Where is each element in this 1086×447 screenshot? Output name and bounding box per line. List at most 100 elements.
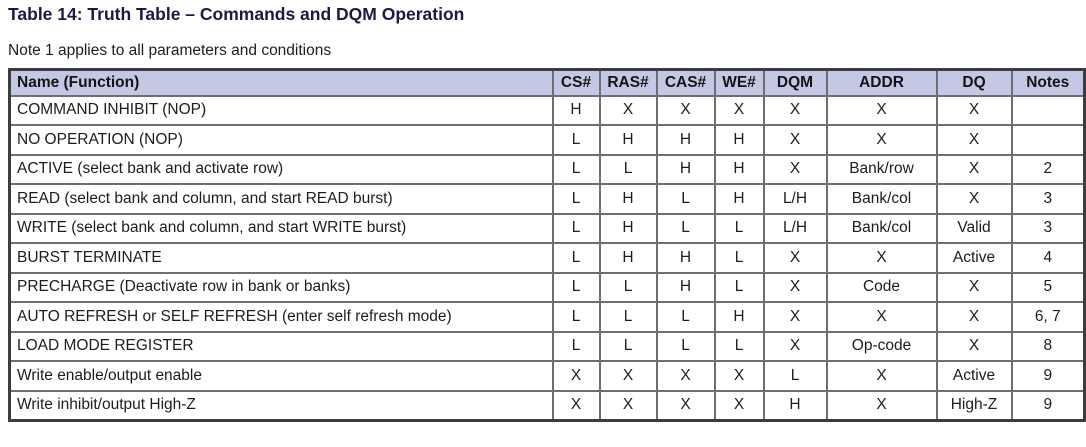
column-header: Notes [1010, 68, 1086, 97]
value-cell: H [762, 389, 828, 421]
value-cell: X [935, 183, 1013, 215]
table-row: WRITE (select bank and column, and start… [8, 212, 1086, 244]
value-cell: X [655, 360, 716, 392]
column-header: DQ [935, 68, 1013, 97]
value-cell: X [598, 389, 658, 421]
value-cell: X [655, 94, 716, 126]
table-row: BURST TERMINATE L H H L X X Active 4 [8, 242, 1086, 274]
value-cell: X [825, 242, 938, 274]
value-cell: H [713, 124, 765, 156]
table-row: AUTO REFRESH or SELF REFRESH (enter self… [8, 301, 1086, 333]
value-cell: X [762, 330, 828, 362]
table-row: PRECHARGE (Deactivate row in bank or ban… [8, 271, 1086, 303]
function-name-cell: BURST TERMINATE [8, 242, 554, 274]
value-cell: 9 [1010, 389, 1086, 421]
value-cell: Valid [935, 212, 1013, 244]
value-cell: 8 [1010, 330, 1086, 362]
table-row: NO OPERATION (NOP) L H H H X X X [8, 124, 1086, 156]
value-cell: Bank/col [825, 183, 938, 215]
value-cell: L [762, 360, 828, 392]
value-cell: X [762, 124, 828, 156]
value-cell: H [655, 153, 716, 185]
column-header: RAS# [598, 68, 658, 97]
value-cell: L [551, 212, 601, 244]
value-cell: L [598, 153, 658, 185]
function-name-cell: Write enable/output enable [8, 360, 554, 392]
value-cell: X [551, 360, 601, 392]
value-cell: X [762, 242, 828, 274]
value-cell: L [713, 212, 765, 244]
value-cell: X [713, 360, 765, 392]
function-name-cell: ACTIVE (select bank and activate row) [8, 153, 554, 185]
value-cell: X [713, 94, 765, 126]
value-cell: X [935, 271, 1013, 303]
value-cell: X [762, 271, 828, 303]
value-cell: L [551, 183, 601, 215]
value-cell: L [598, 271, 658, 303]
value-cell: X [935, 124, 1013, 156]
value-cell: X [935, 94, 1013, 126]
value-cell: L [551, 153, 601, 185]
column-header: CAS# [655, 68, 716, 97]
value-cell: H [655, 124, 716, 156]
value-cell: H [713, 153, 765, 185]
value-cell: 2 [1010, 153, 1086, 185]
table-row: Write inhibit/output High-Z X X X X H X High-Z 9 [8, 389, 1086, 421]
function-name-cell: NO OPERATION (NOP) [8, 124, 554, 156]
value-cell: L [551, 301, 601, 333]
value-cell: L/H [762, 183, 828, 215]
truth-table: Name (Function) CS# RAS# CAS# WE# DQM ADDR DQ No… [8, 68, 1086, 422]
function-name-cell: Write inhibit/output High-Z [8, 389, 554, 421]
function-name-cell: READ (select bank and column, and start … [8, 183, 554, 215]
value-cell: X [825, 301, 938, 333]
value-cell: L [598, 330, 658, 362]
table-row: READ (select bank and column, and start … [8, 183, 1086, 215]
value-cell: Op-code [825, 330, 938, 362]
value-cell: X [762, 94, 828, 126]
table-row: ACTIVE (select bank and activate row) L L H… [8, 153, 1086, 185]
value-cell: L [551, 242, 601, 274]
value-cell [1010, 94, 1086, 126]
value-cell: H [598, 124, 658, 156]
function-name-cell: COMMAND INHIBIT (NOP) [8, 94, 554, 126]
value-cell: X [655, 389, 716, 421]
value-cell: H [655, 242, 716, 274]
value-cell: X [935, 153, 1013, 185]
value-cell: 5 [1010, 271, 1086, 303]
value-cell: H [598, 183, 658, 215]
value-cell: 4 [1010, 242, 1086, 274]
column-header: ADDR [825, 68, 938, 97]
value-cell: L [713, 330, 765, 362]
value-cell: L/H [762, 212, 828, 244]
function-name-cell: AUTO REFRESH or SELF REFRESH (enter self… [8, 301, 554, 333]
function-name-cell: PRECHARGE (Deactivate row in bank or ban… [8, 271, 554, 303]
value-cell: L [713, 242, 765, 274]
value-cell: H [551, 94, 601, 126]
value-cell: L [551, 271, 601, 303]
value-cell: H [598, 242, 658, 274]
table-body: COMMAND INHIBIT (NOP) H X X X X X X NO OPERATION… [8, 94, 1086, 421]
value-cell: X [598, 360, 658, 392]
value-cell: X [935, 301, 1013, 333]
value-cell: L [655, 330, 716, 362]
document-page: Table 14: Truth Table – Commands and DQM… [8, 4, 1086, 422]
table-row: LOAD MODE REGISTER L L L L X Op-code X 8 [8, 330, 1086, 362]
table-row: COMMAND INHIBIT (NOP) H X X X X X X [8, 94, 1086, 126]
value-cell: L [551, 330, 601, 362]
table-header-row: Name (Function) CS# RAS# CAS# WE# DQM ADDR DQ No… [8, 68, 1086, 97]
value-cell: X [935, 330, 1013, 362]
column-header: Name (Function) [8, 68, 554, 97]
value-cell: L [655, 212, 716, 244]
value-cell: Code [825, 271, 938, 303]
value-cell: 9 [1010, 360, 1086, 392]
value-cell: X [825, 360, 938, 392]
value-cell: X [762, 153, 828, 185]
value-cell: Active [935, 242, 1013, 274]
value-cell [1010, 124, 1086, 156]
value-cell: X [551, 389, 601, 421]
value-cell: X [825, 124, 938, 156]
value-cell: L [655, 183, 716, 215]
value-cell: H [655, 271, 716, 303]
column-header: WE# [713, 68, 765, 97]
column-header: DQM [762, 68, 828, 97]
